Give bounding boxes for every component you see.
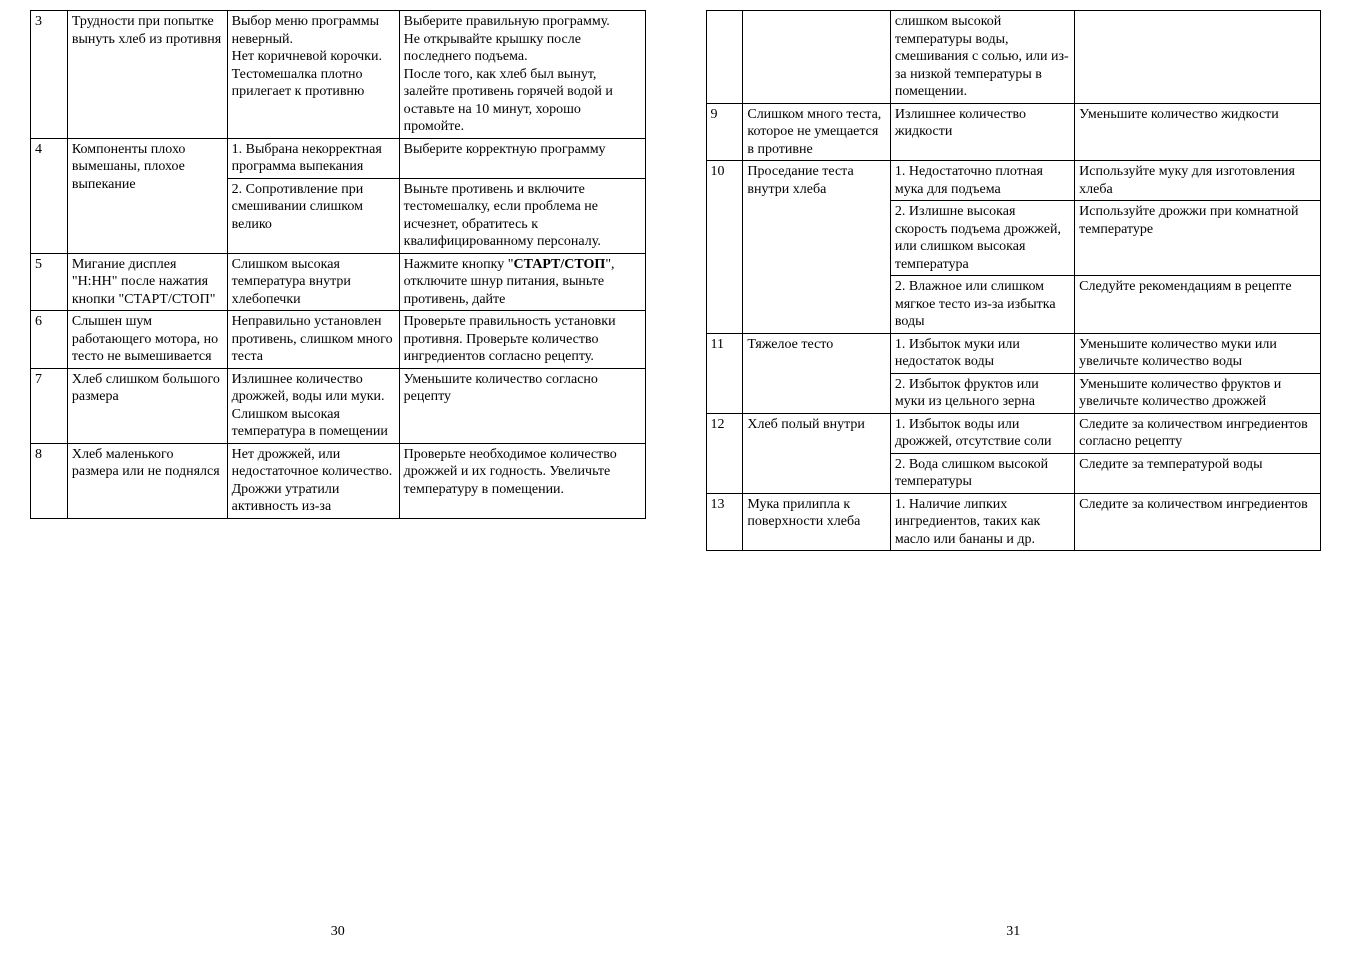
row-num: 5 [31,253,68,311]
row-problem: Хлеб полый внутри [743,413,890,493]
table-row: 13 Мука прилипла к поверхности хлеба 1. … [706,493,1321,551]
row-cause: 1. Наличие липких ингредиентов, таких ка… [890,493,1074,551]
row-action: Следите за температурой воды [1075,453,1321,493]
row-num [706,11,743,104]
table-row: 10 Проседание теста внутри хлеба 1. Недо… [706,161,1321,201]
table-row: 4 Компоненты плохо вымешаны, плохое выпе… [31,138,646,178]
row-cause: 1. Избыток муки или недостаток воды [890,333,1074,373]
table-row: 12 Хлеб полый внутри 1. Избыток воды или… [706,413,1321,453]
row-action: Проверьте необходимое количество дрожжей… [399,443,645,518]
row-problem [743,11,890,104]
row-cause: 2. Влажное или слишком мягкое тесто из-з… [890,276,1074,334]
row-cause: 2. Сопротивление при смешивании слишком … [227,178,399,253]
troubleshoot-table-right: слишком высокой температуры воды, смешив… [706,10,1322,551]
table-row: 5 Мигание дисплея "H:HH" после нажатия к… [31,253,646,311]
row-action: Уменьшите количество согласно рецепту [399,368,645,443]
row-action: Используйте дрожжи при комнатной темпера… [1075,201,1321,276]
row-action: Следите за количеством ингредиентов согл… [1075,413,1321,453]
row-cause: 2. Вода слишком высокой температуры [890,453,1074,493]
row-cause: Выбор меню программы неверный. Нет корич… [227,11,399,139]
row-problem: Слышен шум работающего мотора, но тесто … [67,311,227,369]
row-action: Нажмите кнопку "СТАРТ/СТОП", отключите ш… [399,253,645,311]
row-num: 10 [706,161,743,334]
row-problem: Хлеб маленького размера или не поднялся [67,443,227,518]
row-cause: Излишнее количество жидкости [890,103,1074,161]
row-action: Выберите правильную программу. Не открыв… [399,11,645,139]
row-cause: Нет дрожжей, или недостаточное количеств… [227,443,399,518]
row-cause: Слишком высокая температура внутри хлебо… [227,253,399,311]
row-action: Используйте муку для изготовления хлеба [1075,161,1321,201]
troubleshoot-table-left: 3 Трудности при попытке вынуть хлеб из п… [30,10,646,519]
row-cause: Излишнее количество дрожжей, воды или му… [227,368,399,443]
row-cause: 1. Избыток воды или дрожжей, отсутствие … [890,413,1074,453]
row-problem: Хлеб слишком большого размера [67,368,227,443]
row-problem: Мука прилипла к поверхности хлеба [743,493,890,551]
table-row: 3 Трудности при попытке вынуть хлеб из п… [31,11,646,139]
page-number-right: 31 [706,916,1322,944]
row-num: 9 [706,103,743,161]
table-row: 7 Хлеб слишком большого размера Излишнее… [31,368,646,443]
row-problem: Трудности при попытке вынуть хлеб из про… [67,11,227,139]
row-cause: 2. Излишне высокая скорость подъема дрож… [890,201,1074,276]
row-action: Проверьте правильность установки противн… [399,311,645,369]
table-row: 8 Хлеб маленького размера или не поднялс… [31,443,646,518]
table-row: 6 Слышен шум работающего мотора, но тест… [31,311,646,369]
row-num: 11 [706,333,743,413]
row-cause: 1. Недостаточно плотная мука для подъема [890,161,1074,201]
table-row: слишком высокой температуры воды, смешив… [706,11,1321,104]
row-cause: слишком высокой температуры воды, смешив… [890,11,1074,104]
row-problem: Тяжелое тесто [743,333,890,413]
row-num: 4 [31,138,68,253]
page-right: слишком высокой температуры воды, смешив… [676,0,1351,954]
row-action: Уменьшите количество фруктов и увеличьте… [1075,373,1321,413]
row-problem: Слишком много теста, которое не умещаетс… [743,103,890,161]
row-action: Следуйте рекомендациям в рецепте [1075,276,1321,334]
page-number-left: 30 [30,916,646,944]
row-num: 13 [706,493,743,551]
row-action: Уменьшите количество жидкости [1075,103,1321,161]
page-left: 3 Трудности при попытке вынуть хлеб из п… [0,0,676,954]
row-num: 8 [31,443,68,518]
row-num: 6 [31,311,68,369]
pages-container: 3 Трудности при попытке вынуть хлеб из п… [0,0,1351,954]
row-num: 12 [706,413,743,493]
row-action: Выберите корректную программу [399,138,645,178]
row-num: 7 [31,368,68,443]
row-action: Уменьшите количество муки или увеличьте … [1075,333,1321,373]
row-num: 3 [31,11,68,139]
row-cause: 2. Избыток фруктов или муки из цельного … [890,373,1074,413]
table-row: 9 Слишком много теста, которое не умещае… [706,103,1321,161]
row-action [1075,11,1321,104]
row-problem: Компоненты плохо вымешаны, плохое выпека… [67,138,227,253]
row-cause: Неправильно установлен противень, слишко… [227,311,399,369]
row-cause: 1. Выбрана некорректная программа выпека… [227,138,399,178]
table-row: 11 Тяжелое тесто 1. Избыток муки или нед… [706,333,1321,373]
row-problem: Проседание теста внутри хлеба [743,161,890,334]
row-action: Выньте противень и включите тестомешалку… [399,178,645,253]
row-action: Следите за количеством ингредиентов [1075,493,1321,551]
row-problem: Мигание дисплея "H:HH" после нажатия кно… [67,253,227,311]
